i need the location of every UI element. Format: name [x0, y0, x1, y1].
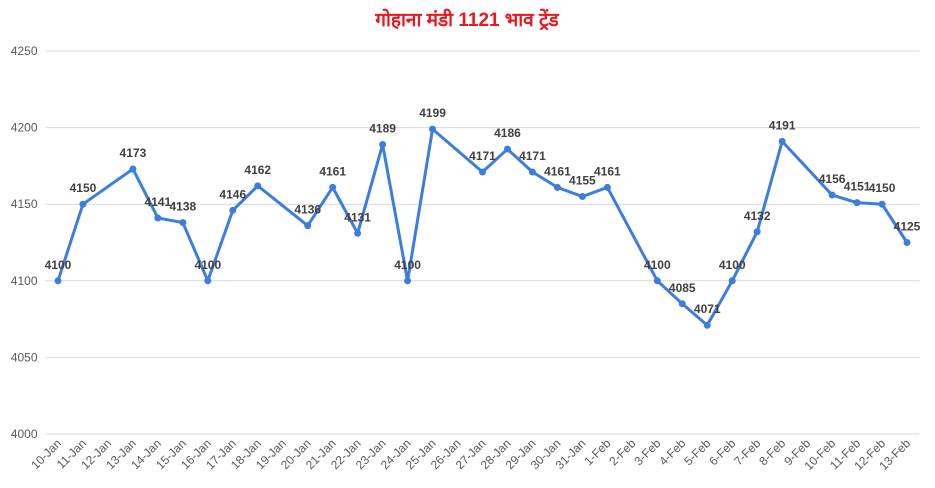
- data-label: 4100: [644, 258, 671, 272]
- data-label: 4150: [869, 181, 896, 195]
- point: [528, 168, 536, 176]
- y-tick-label: 4250: [11, 44, 38, 58]
- point: [753, 228, 761, 236]
- point: [853, 199, 861, 207]
- data-label: 4161: [594, 164, 621, 178]
- point: [479, 168, 486, 176]
- point: [329, 183, 337, 191]
- point: [304, 222, 312, 230]
- y-tick-label: 4100: [11, 274, 38, 288]
- point: [653, 277, 661, 285]
- y-tick-label: 4050: [11, 350, 38, 364]
- data-label: 4100: [45, 258, 72, 272]
- point: [703, 321, 711, 329]
- point: [179, 219, 187, 227]
- point: [828, 191, 836, 199]
- point: [204, 277, 212, 285]
- data-label: 4100: [719, 258, 746, 272]
- data-label: 4161: [544, 164, 571, 178]
- point: [878, 200, 886, 208]
- data-label: 4162: [244, 163, 271, 177]
- data-label: 4100: [194, 258, 221, 272]
- data-label: 4155: [569, 174, 596, 188]
- point: [553, 183, 561, 191]
- data-label: 4136: [294, 203, 321, 217]
- y-tick-label: 4200: [11, 121, 38, 135]
- data-label: 4173: [120, 146, 147, 160]
- y-tick-label: 4150: [11, 197, 38, 211]
- data-label: 4085: [669, 281, 696, 295]
- point: [79, 200, 87, 208]
- data-label: 4171: [469, 149, 496, 163]
- point: [354, 229, 362, 237]
- point: [903, 239, 911, 246]
- data-label: 4199: [419, 106, 446, 120]
- point: [379, 140, 387, 148]
- data-label: 4141: [145, 195, 172, 209]
- point: [728, 277, 736, 285]
- point: [778, 137, 786, 145]
- data-label: 4151: [844, 180, 871, 194]
- point: [54, 277, 62, 285]
- data-label: 4071: [694, 302, 721, 316]
- data-label: 4156: [819, 172, 846, 186]
- data-label: 4191: [769, 118, 796, 132]
- point: [603, 183, 611, 191]
- data-label: 4131: [344, 210, 371, 224]
- data-label: 4171: [519, 149, 546, 163]
- data-label: 4189: [369, 121, 396, 135]
- point: [503, 145, 511, 153]
- data-label: 4150: [70, 181, 97, 195]
- data-label: 4138: [169, 200, 196, 214]
- data-label: 4125: [894, 220, 921, 234]
- line: [56, 127, 909, 327]
- data-label: 4146: [219, 187, 246, 201]
- point: [154, 214, 162, 222]
- point: [404, 277, 412, 285]
- point: [578, 193, 586, 201]
- point: [678, 300, 686, 308]
- point: [254, 182, 262, 190]
- chart-title: गोहाना मंडी 1121 भाव ट्रेंड: [374, 8, 559, 31]
- data-label: 4100: [394, 258, 421, 272]
- data-label: 4132: [744, 209, 771, 223]
- point: [429, 125, 437, 133]
- data-label: 4186: [494, 126, 521, 140]
- point: [229, 206, 237, 214]
- point: [129, 165, 137, 173]
- data-label: 4161: [319, 164, 346, 178]
- y-tick-label: 4000: [11, 427, 38, 441]
